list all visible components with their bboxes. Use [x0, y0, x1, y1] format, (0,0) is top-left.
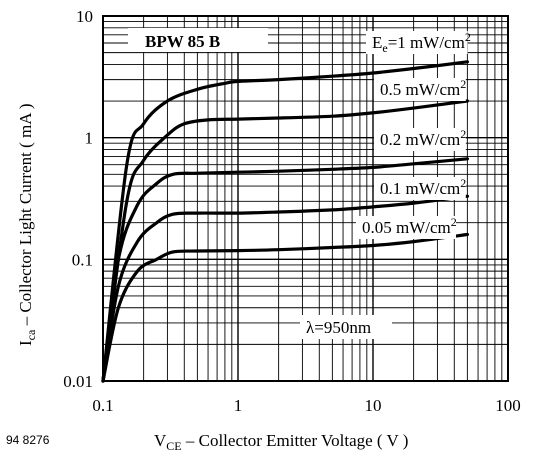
- series-label-value: 0.05 mW/cm: [362, 218, 451, 237]
- y-tick-label: 10: [76, 7, 93, 26]
- x-axis-label: VCE – Collector Emitter Voltage ( V ): [154, 431, 408, 453]
- x-axis-label-rest: – Collector Emitter Voltage ( V ): [182, 431, 409, 450]
- series-line-2: [101, 99, 469, 383]
- series-label-bg: [374, 177, 466, 200]
- curves: [101, 60, 469, 383]
- series-label-superscript: 2: [460, 77, 466, 91]
- series-label-superscript: 2: [460, 127, 466, 141]
- y-axis-label-main: I: [16, 340, 35, 346]
- x-tick-label: 1: [234, 396, 243, 415]
- plot-frame: [102, 15, 509, 382]
- figure-id: 94 8276: [6, 433, 50, 447]
- y-axis-label-sub: ca: [24, 329, 38, 340]
- series-label-bg: [356, 216, 456, 239]
- series-label-superscript: 2: [465, 30, 471, 44]
- annotation-box: [300, 315, 392, 339]
- y-tick-label: 0.01: [63, 372, 93, 391]
- series-label-1: Ee=1 mW/cm2: [372, 30, 471, 55]
- y-axis-label-rest: – Collector Light Current ( mA ): [16, 104, 35, 330]
- chart-title: BPW 85 B: [145, 32, 220, 51]
- title-box: [128, 28, 268, 52]
- series-label-5: 0.05 mW/cm2: [362, 215, 457, 237]
- series-label-4: 0.1 mW/cm2: [380, 176, 466, 198]
- y-tick-label: 0.1: [72, 250, 93, 269]
- y-tick-label: 1: [85, 129, 94, 148]
- x-tick-label: 10: [365, 396, 382, 415]
- series-label-value: =1 mW/cm: [388, 33, 465, 52]
- series-label-superscript: 2: [451, 215, 457, 229]
- series-label-symbol: E: [372, 33, 382, 52]
- x-axis-label-main: V: [154, 431, 167, 450]
- series-label-value: 0.1 mW/cm: [380, 179, 460, 198]
- y-axis-label: Ica – Collector Light Current ( mA ): [16, 104, 38, 346]
- series-label-2: 0.5 mW/cm2: [380, 77, 466, 99]
- series-label-value: 0.5 mW/cm: [380, 80, 460, 99]
- series-label-bg: [366, 31, 468, 54]
- series-label-3: 0.2 mW/cm2: [380, 127, 466, 149]
- series-label-subscript: e: [382, 41, 387, 55]
- series-line-5: [101, 232, 469, 383]
- x-tick-label: 100: [495, 396, 521, 415]
- x-tick-label: 0.1: [92, 396, 113, 415]
- x-axis-label-sub: CE: [166, 439, 181, 453]
- wavelength-annotation: λ=950nm: [306, 318, 371, 337]
- series-label-bg: [374, 128, 466, 151]
- series-line-4: [101, 194, 469, 383]
- series-line-3: [101, 157, 469, 383]
- series-label-value: 0.2 mW/cm: [380, 130, 460, 149]
- series-label-bg: [374, 78, 466, 101]
- series-label-superscript: 2: [460, 176, 466, 190]
- tick-labels: 0.1 1 10 100 0.01 0.1 1 10: [63, 7, 521, 415]
- series-line-1: [101, 60, 469, 383]
